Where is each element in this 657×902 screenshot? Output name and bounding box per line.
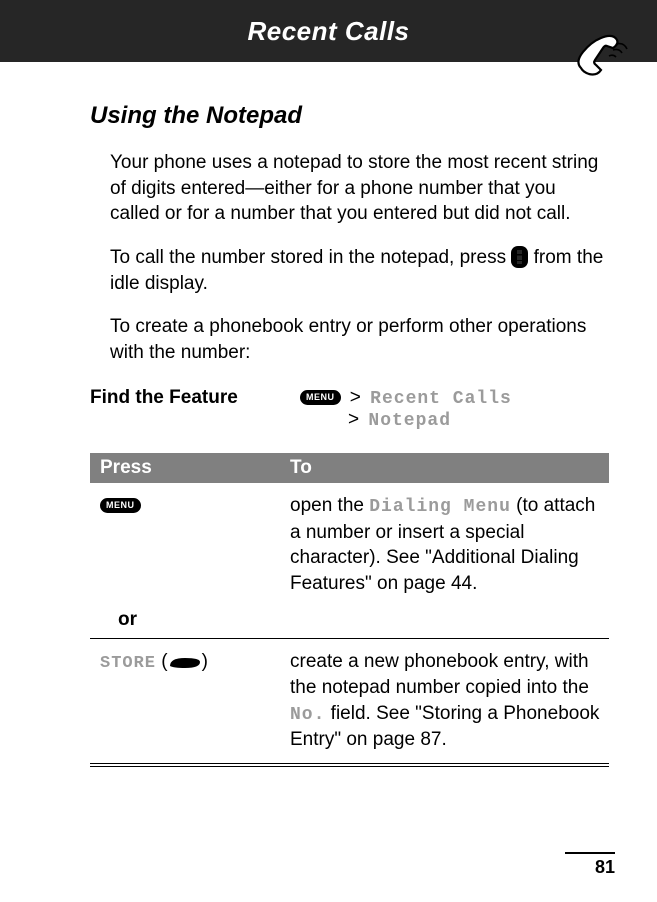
store-label: STORE: [100, 654, 156, 673]
table-cell-press: MENU: [100, 493, 290, 596]
paragraph-3: To create a phonebook entry or perform o…: [110, 314, 609, 365]
breadcrumb-gt: >: [348, 409, 359, 430]
empty-cell: [290, 607, 609, 633]
phone-handset-icon: [569, 28, 629, 88]
paren-close: ): [202, 651, 208, 672]
path-line-1: MENU > Recent Calls: [300, 387, 512, 409]
section-heading: Using the Notepad: [90, 102, 609, 130]
row2-to-a: create a new phonebook entry, with the n…: [290, 651, 589, 698]
breadcrumb-gt: >: [350, 387, 361, 408]
table-end-rule-2: [90, 766, 609, 767]
paragraph-2: To call the number stored in the notepad…: [110, 245, 609, 296]
row1-to-a: open the: [290, 495, 369, 516]
table-row: STORE () create a new phonebook entry, w…: [90, 639, 609, 762]
or-label: or: [118, 609, 137, 630]
header-bar: Recent Calls: [0, 0, 657, 62]
menu-key-icon: MENU: [300, 390, 341, 405]
table-cell-to: open the Dialing Menu (to attach a numbe…: [290, 493, 609, 596]
table-row: MENU open the Dialing Menu (to attach a …: [90, 483, 609, 606]
header-title: Recent Calls: [247, 16, 409, 47]
table-cell-press: STORE (): [100, 649, 290, 752]
paragraph-1: Your phone uses a notepad to store the m…: [110, 150, 609, 227]
send-key-icon: [511, 246, 528, 268]
table-header-row: Press To: [90, 453, 609, 483]
softkey-right-icon: [168, 655, 202, 669]
row2-to-b: field. See "Storing a Phonebook Entry" o…: [290, 703, 599, 750]
para2-text-a: To call the number stored in the notepad…: [110, 247, 511, 268]
row2-to-mono: No.: [290, 705, 325, 725]
path-recent-calls: Recent Calls: [370, 389, 512, 409]
page-number-rule: [565, 852, 615, 854]
menu-key-icon: MENU: [100, 498, 141, 513]
row1-to-mono: Dialing Menu: [369, 497, 511, 517]
table-header-to: To: [290, 457, 609, 479]
table-end-rule-1: [90, 763, 609, 764]
page-content: Using the Notepad Your phone uses a note…: [0, 62, 657, 767]
table-row-or: or: [90, 607, 609, 639]
path-notepad: Notepad: [368, 411, 451, 431]
instruction-table: Press To MENU open the Dialing Menu (to …: [90, 453, 609, 766]
find-feature-path: MENU > Recent Calls > Notepad: [300, 387, 512, 431]
find-the-feature: Find the Feature MENU > Recent Calls > N…: [90, 387, 609, 431]
or-cell: or: [100, 607, 290, 633]
path-line-2: > Notepad: [344, 409, 512, 431]
paren-open: (: [156, 651, 168, 672]
page-number: 81: [595, 857, 615, 878]
table-header-press: Press: [100, 457, 290, 479]
find-feature-label: Find the Feature: [90, 387, 300, 431]
table-cell-to: create a new phonebook entry, with the n…: [290, 649, 609, 752]
